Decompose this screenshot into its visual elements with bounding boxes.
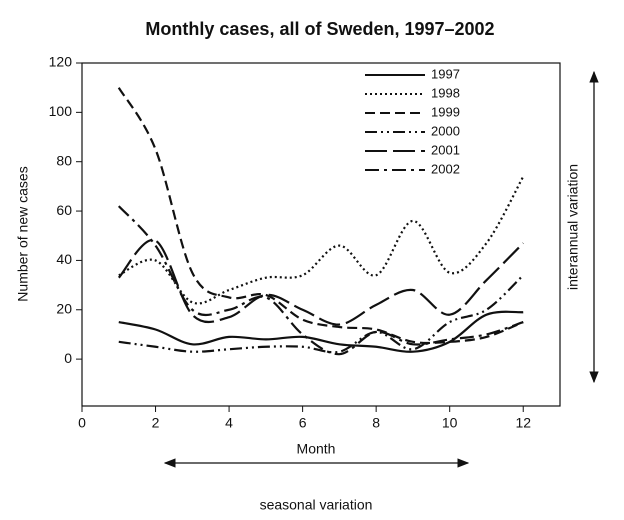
- x-tick-label: 6: [299, 415, 307, 431]
- seasonal-annotation: seasonal variation: [260, 497, 373, 513]
- y-tick-label: 120: [49, 54, 73, 70]
- y-tick-label: 0: [64, 350, 72, 366]
- data-line: [117, 87, 524, 345]
- legend-label: 2002: [431, 161, 460, 176]
- data-line: [117, 205, 524, 356]
- x-tick-label: 8: [372, 415, 380, 431]
- y-axis-label: Number of new cases: [15, 166, 31, 301]
- x-tick-label: 10: [442, 415, 458, 431]
- legend-label: 1999: [431, 104, 460, 119]
- x-tick-label: 2: [152, 415, 160, 431]
- y-tick-label: 20: [56, 300, 72, 316]
- data-line: [117, 239, 525, 326]
- legend-label: 1997: [431, 66, 460, 81]
- legend-label: 2000: [431, 123, 460, 138]
- x-tick-label: 0: [78, 415, 86, 431]
- y-tick-label: 100: [49, 103, 73, 119]
- data-line: [118, 175, 525, 305]
- chart-title: Monthly cases, all of Sweden, 1997–2002: [145, 19, 494, 39]
- legend-label: 2001: [431, 142, 460, 157]
- y-tick-label: 40: [56, 251, 72, 267]
- x-axis-label: Month: [297, 441, 336, 457]
- x-tick-label: 4: [225, 415, 233, 431]
- data-line: [118, 274, 524, 354]
- legend-label: 1998: [431, 85, 460, 100]
- y-tick-label: 80: [56, 152, 72, 168]
- x-tick-label: 12: [515, 415, 531, 431]
- legend-bg: [361, 104, 481, 122]
- y-tick-label: 60: [56, 202, 72, 218]
- plot-frame: [81, 62, 561, 407]
- interannual-annotation: interannual variation: [565, 164, 581, 290]
